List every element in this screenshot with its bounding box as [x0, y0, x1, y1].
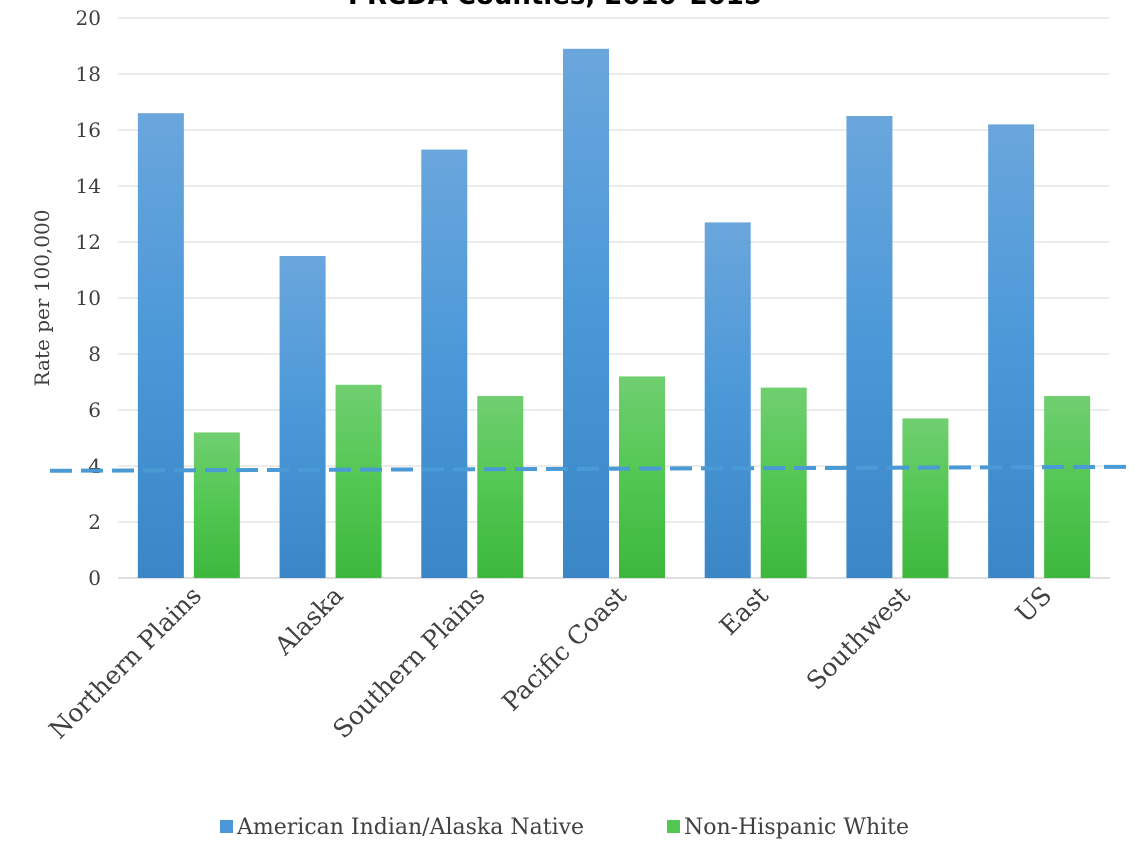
- y-tick-label: 2: [88, 510, 101, 534]
- bar-aian: [988, 124, 1035, 579]
- y-tick-label: 20: [76, 6, 101, 30]
- bar-aian: [563, 48, 609, 579]
- y-tick-label: 12: [76, 230, 101, 254]
- bar-nhw: [902, 418, 949, 578]
- reference-line-group: [49, 464, 1134, 473]
- y-tick-label: 14: [76, 174, 101, 198]
- legend-swatch: [220, 820, 233, 833]
- gridlines: [118, 17, 1110, 579]
- y-tick-label: 8: [88, 342, 101, 366]
- y-tick-label: 18: [76, 62, 101, 86]
- legend-swatch: [667, 820, 680, 833]
- x-category-label: Northern Plains: [43, 581, 207, 745]
- y-tick-label: 4: [88, 454, 101, 478]
- bar-aian: [279, 256, 326, 578]
- bar-nhw: [619, 376, 665, 578]
- reference-line: [49, 464, 1134, 473]
- y-tick-label: 16: [76, 118, 101, 142]
- legend-label: American Indian/Alaska Native: [236, 815, 584, 840]
- y-tick-label: 0: [88, 566, 101, 590]
- x-category-label: Southwest: [801, 581, 916, 696]
- x-category-label: Southern Plains: [327, 581, 490, 744]
- legend-label: Non-Hispanic White: [684, 815, 909, 840]
- y-tick-label: 6: [88, 398, 101, 422]
- chart-title: PRCDA Counties, 2010–2015: [348, 0, 762, 11]
- y-axis-ticks: 0 2 4 6 8 10 12 14 16 18 20: [76, 6, 101, 590]
- legend: American Indian/Alaska Native Non-Hispani…: [220, 815, 909, 840]
- bar-nhw: [193, 432, 240, 578]
- bar-nhw: [760, 387, 807, 578]
- bar-nhw: [335, 384, 382, 578]
- bar-aian: [421, 149, 468, 578]
- bar-aian: [846, 116, 893, 578]
- x-category-label: Pacific Coast: [496, 581, 632, 717]
- y-axis-title: Rate per 100,000: [30, 210, 54, 387]
- x-category-label: US: [1010, 581, 1058, 629]
- bar-nhw: [477, 396, 524, 578]
- x-category-label: Alaska: [268, 581, 349, 662]
- bars: [137, 48, 1091, 579]
- y-tick-label: 10: [76, 286, 101, 310]
- bar-aian: [137, 113, 184, 578]
- bar-nhw: [1044, 396, 1091, 578]
- bar-aian: [704, 222, 751, 578]
- x-category-label: East: [714, 581, 774, 641]
